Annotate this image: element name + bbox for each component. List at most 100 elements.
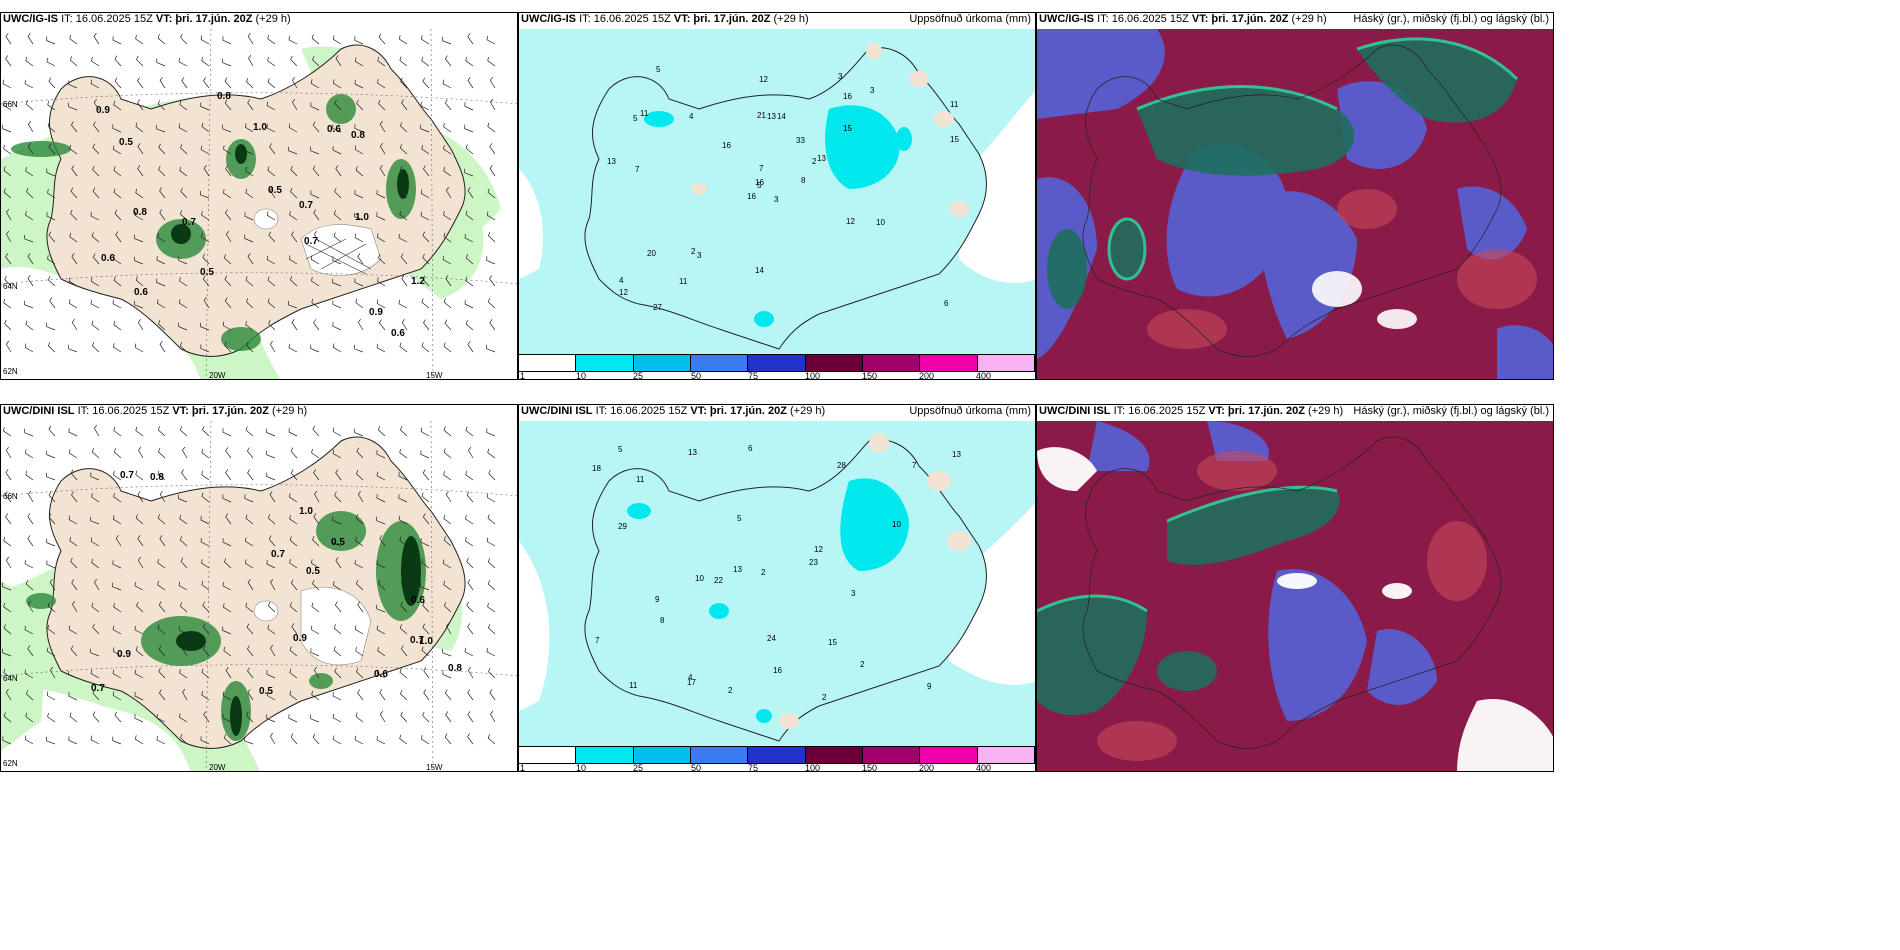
wind-barb (137, 556, 144, 569)
wind-barb (68, 102, 78, 111)
wind-barb (68, 428, 78, 437)
wind-barb (379, 689, 386, 701)
wind-barb (354, 79, 364, 89)
wind-barb (378, 99, 386, 111)
map-value-label: 0.6 (134, 287, 148, 298)
wind-barb (201, 122, 210, 133)
wind-barb (445, 490, 452, 503)
map-value-label: 6 (748, 444, 753, 453)
wind-barb (465, 515, 474, 525)
wind-barb (354, 36, 364, 45)
wind-barb (464, 124, 474, 133)
map-value-label: 15 (843, 124, 852, 133)
wind-barb (420, 124, 430, 133)
wind-barb (68, 670, 78, 679)
wind-barb (464, 168, 474, 177)
colorbar-swatch (633, 747, 691, 763)
wind-barb (244, 212, 254, 221)
wind-barb (159, 76, 166, 89)
map-value-label: 2 (822, 693, 827, 702)
map-value-label: 0.5 (306, 566, 320, 577)
wind-barb (112, 299, 122, 309)
wind-barb (4, 275, 12, 287)
wind-barb (27, 142, 34, 155)
map-value-label: 14 (755, 266, 764, 275)
wind-barb (201, 580, 210, 591)
wind-barb (267, 276, 276, 287)
wind-barb (90, 79, 100, 89)
wind-barb (421, 35, 430, 45)
wind-barb (421, 735, 430, 745)
wind-barb (310, 344, 320, 353)
wind-barb (113, 492, 122, 503)
wind-barb (156, 58, 166, 67)
wind-barb (487, 558, 496, 569)
wind-barb (24, 559, 34, 569)
wind-barb (112, 582, 122, 591)
wind-barb (488, 469, 496, 481)
wind-barb (465, 537, 474, 547)
map-value-label: 5 (618, 445, 623, 454)
panel-subtitle: Háský (gr.), miðský (fj.bl.) og lágský (… (1353, 13, 1549, 25)
wind-barb (399, 342, 408, 353)
wind-barb (24, 79, 34, 89)
wind-barb (288, 146, 298, 155)
wind-barb (378, 319, 386, 331)
wind-barb (178, 123, 188, 133)
wind-barb (267, 514, 276, 525)
wind-barb (222, 691, 232, 701)
wind-barb (245, 298, 254, 309)
wind-barb (442, 670, 452, 679)
wind-barb (158, 667, 166, 679)
wind-barb (489, 164, 496, 177)
wind-barb (203, 77, 210, 89)
wind-barb (27, 32, 34, 45)
wind-barb (222, 713, 232, 723)
panel-subtitle: Háský (gr.), miðský (fj.bl.) og lágský (… (1353, 405, 1549, 417)
wind-barb (134, 300, 144, 309)
wind-barb (489, 275, 496, 287)
wind-barb (332, 691, 342, 701)
wind-barb (465, 320, 474, 331)
wind-barb (379, 120, 386, 133)
panel-title: UWC/IG-IS IT: 16.06.2025 15Z VT: þri. 17… (521, 13, 809, 25)
wind-barb (178, 57, 188, 67)
panel-title: UWC/IG-IS IT: 16.06.2025 15Z VT: þri. 17… (3, 13, 291, 25)
wind-barb (422, 77, 430, 89)
wind-barb (467, 33, 474, 45)
wind-barb (466, 601, 474, 613)
wind-barb (222, 58, 232, 67)
wind-barb (114, 77, 122, 89)
wind-barb (354, 233, 364, 243)
wind-barb (311, 559, 320, 569)
wind-barb (47, 712, 56, 723)
wind-barb (201, 470, 210, 481)
map-value-label: 10 (695, 574, 704, 583)
wind-barb (2, 736, 12, 745)
wind-barb (400, 77, 408, 89)
map-value-label: 0.5 (331, 537, 345, 548)
wind-barb (92, 187, 100, 199)
wind-barb (332, 300, 342, 309)
wind-barb (179, 536, 188, 547)
wind-barb (134, 256, 144, 265)
wind-barb (355, 166, 364, 177)
wind-barb (267, 624, 276, 635)
wind-barb (113, 343, 122, 353)
wind-barb (486, 344, 496, 353)
wind-barb (5, 446, 12, 459)
wind-barb (311, 602, 320, 613)
map-value-label: 15 (828, 638, 837, 647)
colorbar-swatch (576, 747, 634, 763)
wind-barb (465, 276, 474, 287)
map-value-label: 11 (679, 277, 688, 286)
wind-barb (223, 189, 232, 199)
wind-barb (92, 623, 100, 635)
wind-barb (49, 666, 56, 679)
wind-barb (69, 34, 78, 45)
wind-barb (443, 298, 452, 309)
wind-barb (313, 469, 320, 481)
wind-barb (354, 124, 364, 133)
wind-barb (3, 602, 12, 613)
wind-barb (25, 470, 34, 481)
